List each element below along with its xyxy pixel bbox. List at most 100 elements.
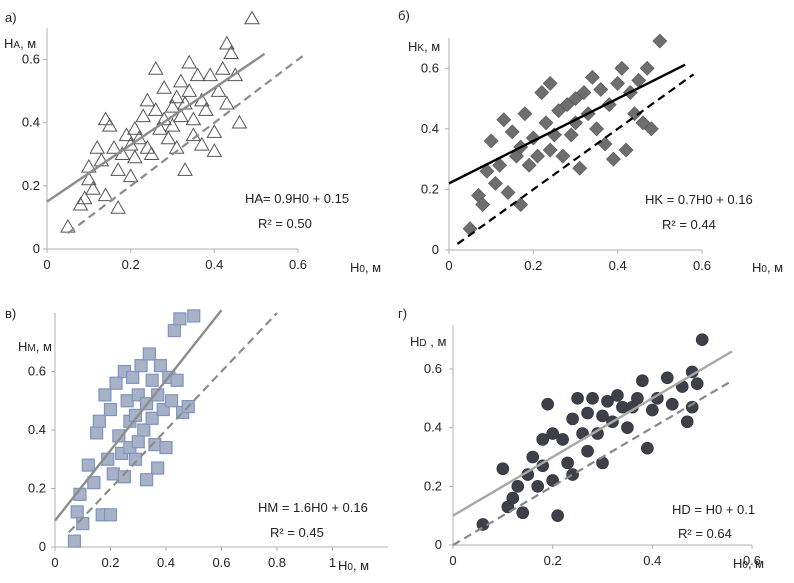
- data-point-diamond: [610, 76, 626, 91]
- data-point-triangle: [164, 117, 181, 132]
- data-point-triangle: [206, 143, 223, 157]
- x-axis-label: H0, м: [733, 556, 764, 571]
- panel-label: а): [5, 10, 17, 25]
- data-point-square: [153, 359, 168, 373]
- y-tick-label: 0.2: [421, 181, 439, 196]
- chart-panel-3: в) 0 0.2 0.4 0.6 0.8 1 0 0.2 0.4 0.6 HM, м H0, м HM =…: [5, 306, 388, 573]
- data-point-square: [131, 435, 145, 449]
- y-axis-label: HK, м: [408, 39, 440, 54]
- data-point-triangle: [101, 117, 118, 132]
- x-tick-label: 0.6: [212, 555, 230, 570]
- data-point-square: [87, 476, 101, 490]
- data-point-triangle: [147, 102, 164, 116]
- data-point-diamond: [542, 142, 558, 158]
- data-point-square: [139, 473, 154, 487]
- data-point-diamond: [639, 60, 655, 76]
- data-point-triangle: [189, 67, 206, 82]
- x-tick-label: 0.6: [289, 257, 307, 272]
- x-tick-label: 0: [51, 555, 58, 570]
- data-point-circle: [526, 450, 540, 464]
- x-tick-label: 0: [449, 553, 456, 568]
- y-tick-label: 0.4: [421, 121, 439, 136]
- x-tick-label: 0.4: [643, 553, 661, 568]
- data-point-diamond: [492, 157, 508, 173]
- y-tick-label: 0.4: [28, 422, 46, 437]
- x-tick-label: 0: [445, 258, 452, 273]
- data-point-diamond: [513, 197, 529, 212]
- data-point-triangle: [147, 61, 164, 75]
- data-point-square: [120, 394, 134, 408]
- data-point-square: [151, 461, 165, 475]
- y-tick-label: 0: [39, 539, 46, 554]
- x-tick-label: 0.2: [122, 257, 140, 272]
- x-tick-label: 0.2: [544, 553, 562, 568]
- data-point-square: [128, 452, 143, 466]
- y-tick-label: 0.6: [424, 361, 442, 376]
- data-point-diamond: [635, 115, 651, 131]
- data-point-circle: [581, 444, 594, 458]
- data-point-diamond: [568, 91, 583, 106]
- data-point-square: [103, 402, 118, 417]
- y-axis-label: HD , м: [410, 334, 446, 349]
- regression-equation: HK = 0.7H0 + 0.16: [645, 192, 753, 207]
- y-tick-label: 0.2: [28, 481, 46, 496]
- data-point-triangle: [173, 108, 189, 123]
- data-point-diamond: [504, 124, 520, 140]
- one-to-one-line: [68, 312, 278, 534]
- data-point-diamond: [652, 33, 668, 49]
- data-point-triangle: [181, 83, 198, 97]
- y-tick-label: 0.6: [28, 364, 46, 379]
- data-point-triangle: [110, 199, 126, 214]
- data-point-triangle: [210, 83, 227, 97]
- one-to-one-line: [456, 73, 695, 245]
- y-tick-label: 0.2: [22, 178, 40, 193]
- y-tick-label: 0: [432, 242, 439, 257]
- one-to-one-line: [67, 52, 308, 235]
- chart-panel-4: г) 0 0.2 0.4 0.6 0 0.2 0.4 0.6 HD , м H0, м HD = H0…: [398, 306, 764, 571]
- data-point-triangle: [97, 187, 114, 202]
- data-point-square: [142, 347, 156, 361]
- data-point-diamond: [555, 148, 571, 164]
- data-point-triangle: [143, 146, 160, 161]
- data-point-diamond: [551, 103, 567, 119]
- data-point-triangle: [80, 171, 97, 186]
- data-point-circle: [571, 392, 584, 405]
- data-point-circle: [516, 506, 530, 520]
- r-squared: R² = 0.50: [258, 216, 312, 231]
- regression-line: [448, 63, 686, 185]
- data-point-square: [103, 508, 118, 522]
- r-squared: R² = 0.44: [662, 217, 716, 232]
- data-point-diamond: [475, 197, 491, 212]
- regression-line: [54, 309, 223, 522]
- data-point-triangle: [227, 67, 244, 82]
- data-point-diamond: [487, 175, 503, 191]
- data-point-square: [134, 359, 148, 373]
- data-point-triangle: [206, 124, 223, 138]
- data-point-diamond: [572, 160, 588, 176]
- data-point-diamond: [576, 85, 592, 100]
- x-tick-label: 0.6: [693, 258, 711, 273]
- x-tick-label: 0.2: [524, 258, 542, 273]
- data-point-circle: [636, 374, 649, 388]
- data-point-triangle: [223, 45, 239, 60]
- regression-line: [46, 52, 266, 203]
- data-point-triangle: [135, 108, 152, 123]
- data-point-diamond: [538, 115, 554, 131]
- data-point-circle: [621, 421, 634, 434]
- y-axis-label: HA, м: [4, 36, 36, 51]
- x-tick-label: 0.4: [609, 258, 627, 273]
- data-point-circle: [566, 412, 579, 426]
- data-point-circle: [561, 456, 574, 470]
- x-tick-label: 0.6: [743, 553, 761, 568]
- data-point-triangle: [185, 127, 202, 142]
- y-tick-label: 0.4: [424, 420, 442, 435]
- x-tick-label: 1: [329, 555, 336, 570]
- data-point-triangle: [97, 111, 114, 126]
- data-point-circle: [685, 400, 699, 414]
- regression-equation: HM = 1.6H0 + 0.16: [258, 500, 368, 515]
- data-point-circle: [690, 377, 704, 390]
- data-point-triangle: [214, 61, 231, 75]
- data-point-diamond: [589, 121, 605, 137]
- y-tick-label: 0: [33, 241, 40, 256]
